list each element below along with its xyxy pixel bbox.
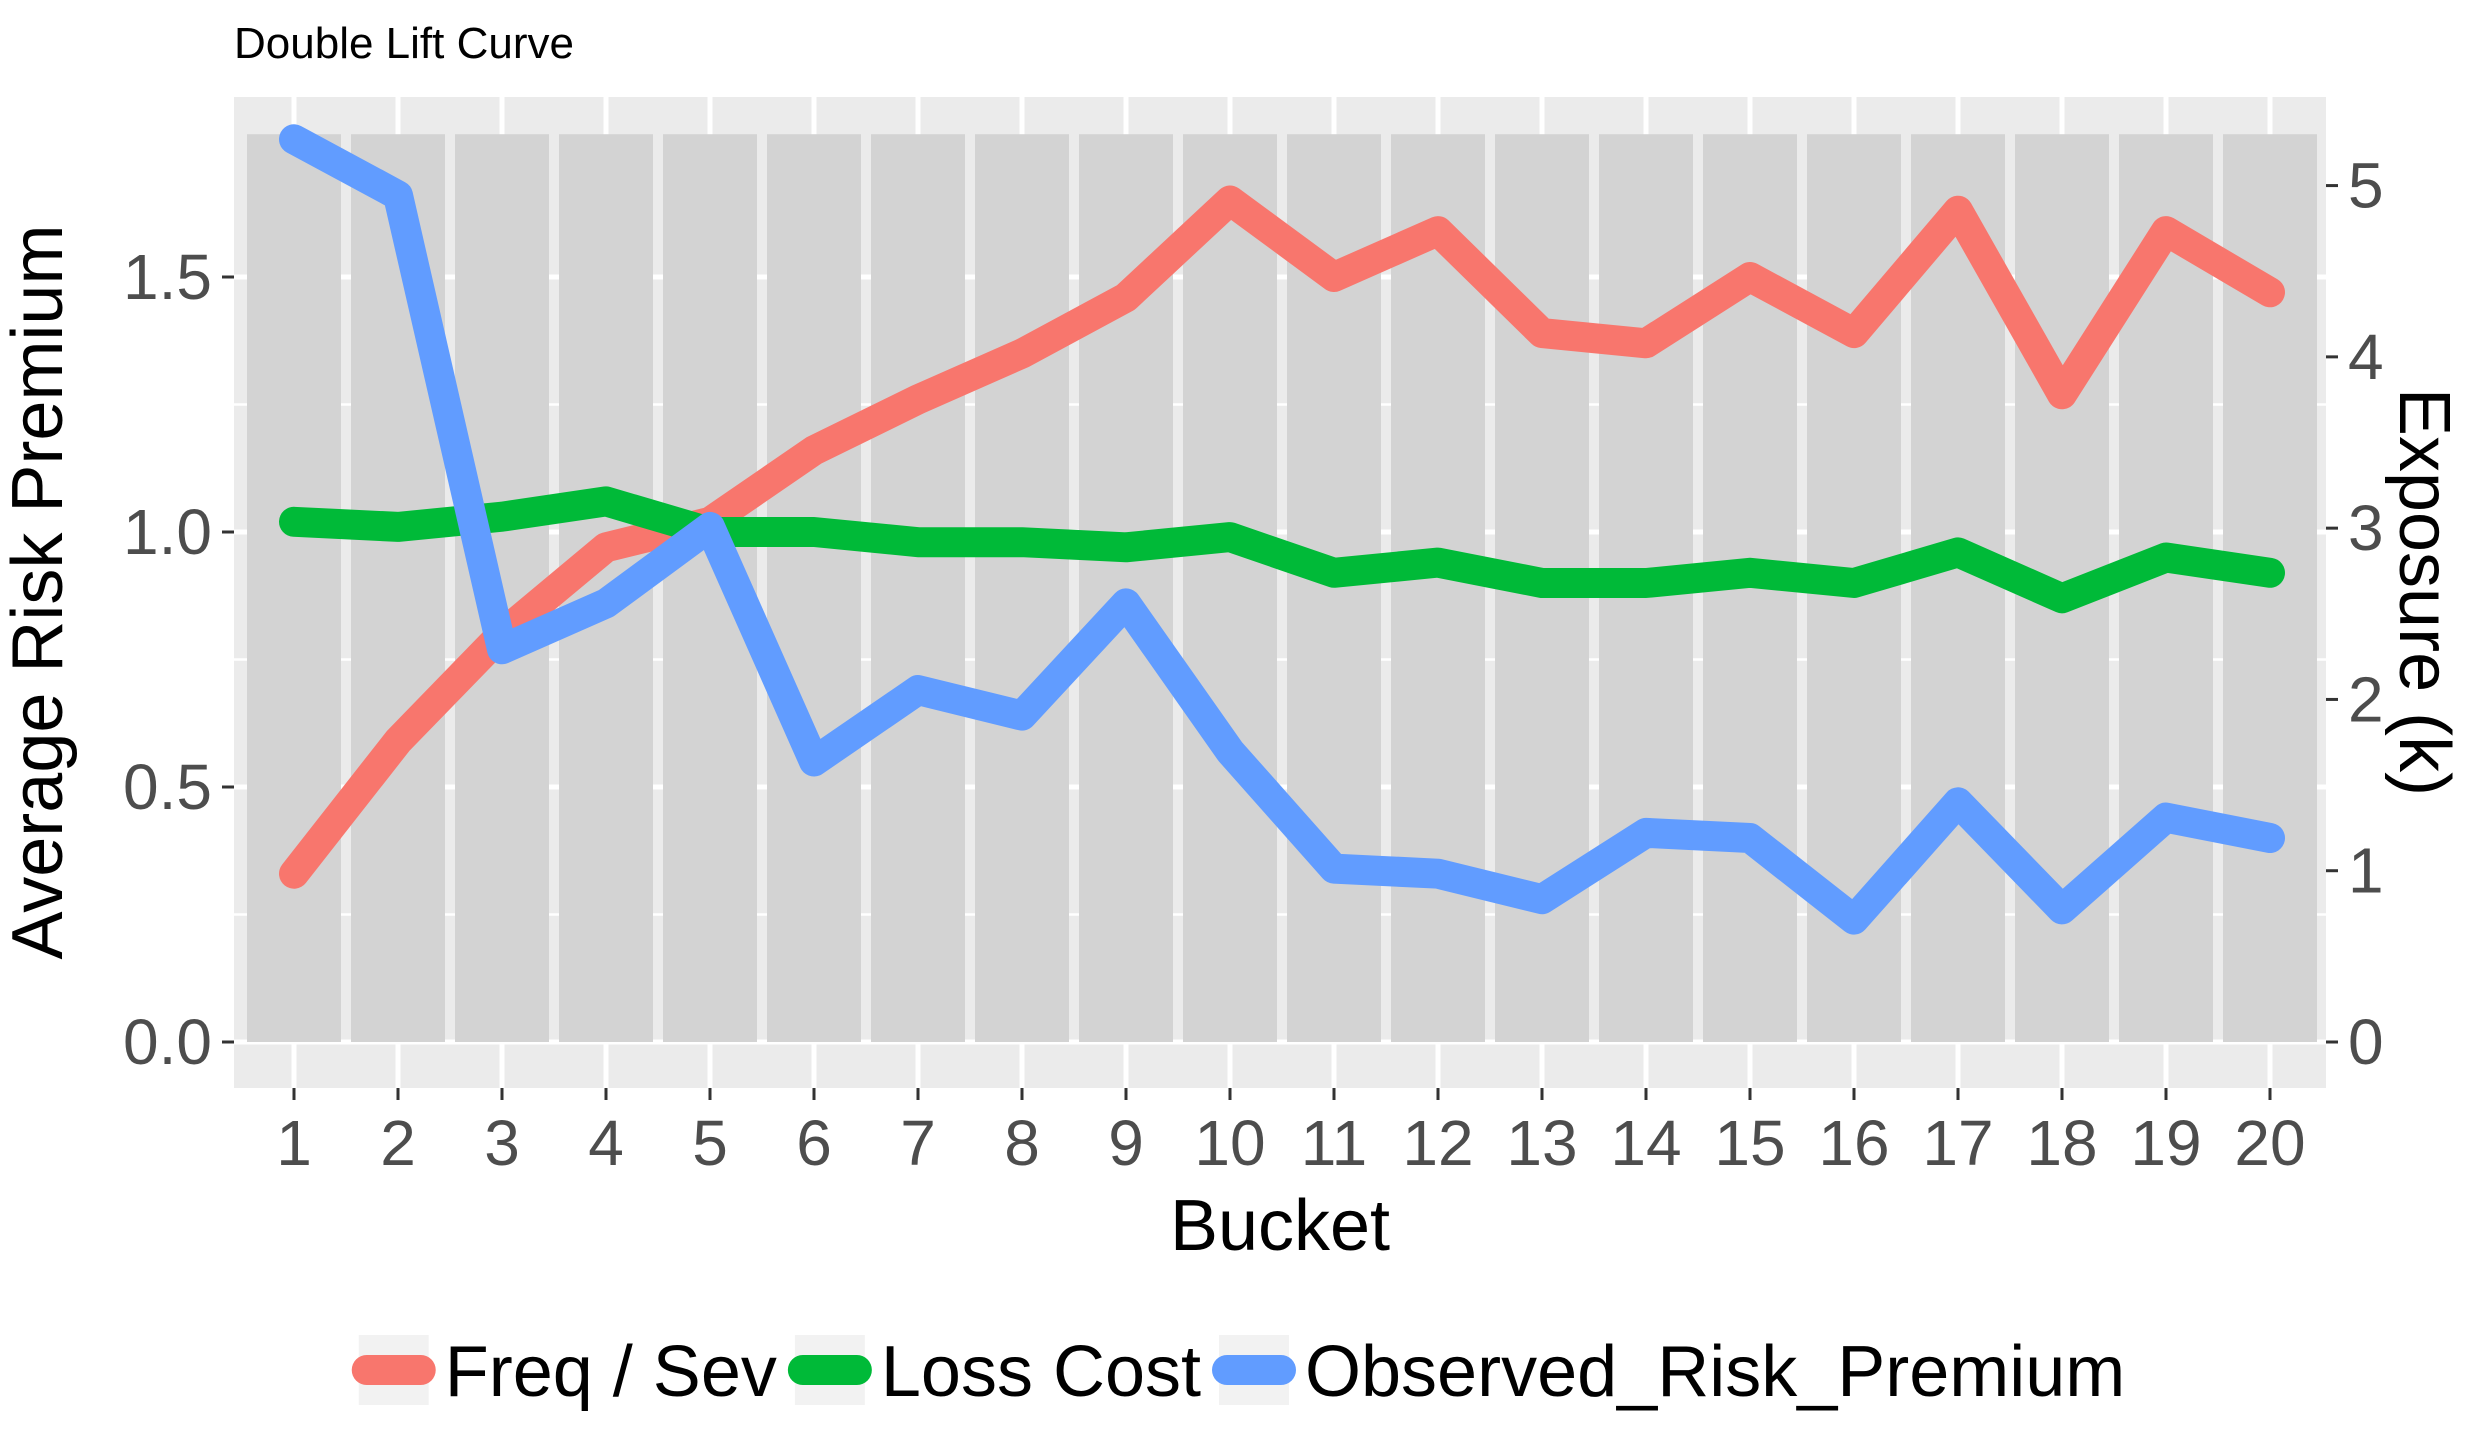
exposure-bar (1183, 134, 1277, 1042)
y-tick-label: 1.5 (123, 241, 212, 313)
y-tick-label: 1.0 (123, 496, 212, 568)
x-tick-label: 18 (2026, 1107, 2097, 1179)
x-tick-label: 5 (692, 1107, 728, 1179)
exposure-bar (871, 134, 965, 1042)
y2-axis-title: Exposure (k) (2384, 388, 2464, 796)
x-tick-label: 16 (1818, 1107, 1889, 1179)
y-axis-title: Average Risk Premium (0, 225, 78, 960)
x-tick-label: 8 (1004, 1107, 1040, 1179)
series-line (279, 185, 2285, 889)
x-tick-label: 14 (1610, 1107, 1681, 1179)
x-tick-label: 1 (276, 1107, 312, 1179)
x-tick-label: 9 (1108, 1107, 1144, 1179)
x-tick-label: 4 (588, 1107, 624, 1179)
y2-tick-label: 1 (2348, 835, 2384, 907)
y2-tick-label: 0 (2348, 1006, 2384, 1078)
x-tick-label: 10 (1194, 1107, 1265, 1179)
legend-label: Loss Cost (881, 1332, 1201, 1412)
y-tick-label: 0.5 (123, 751, 212, 823)
x-tick-label: 3 (484, 1107, 520, 1179)
y2-tick-label: 2 (2348, 663, 2384, 735)
y2-tick-label: 5 (2348, 150, 2384, 222)
x-tick-label: 19 (2130, 1107, 2201, 1179)
x-tick-label: 13 (1506, 1107, 1577, 1179)
exposure-bar (975, 134, 1069, 1042)
series-lines (279, 124, 2285, 935)
x-tick-label: 2 (380, 1107, 416, 1179)
exposure-bar (351, 134, 445, 1042)
series-line (279, 486, 2285, 614)
x-tick-label: 7 (900, 1107, 936, 1179)
x-tick-label: 20 (2234, 1107, 2305, 1179)
exposure-bar (247, 134, 341, 1042)
x-tick-label: 15 (1714, 1107, 1785, 1179)
legend-label: Freq / Sev (445, 1332, 777, 1412)
x-axis-title: Bucket (1170, 1186, 1390, 1266)
legend-label: Observed_Risk_Premium (1305, 1332, 2125, 1412)
y2-tick-label: 3 (2348, 492, 2384, 564)
x-tick-label: 11 (1301, 1107, 1367, 1179)
x-tick-label: 12 (1402, 1107, 1473, 1179)
exposure-bar (767, 134, 861, 1042)
legend: Freq / Sev Loss Cost Observed_Risk_Premium (351, 1332, 2125, 1412)
series-line (279, 124, 2285, 935)
x-tick-label: 17 (1922, 1107, 1993, 1179)
y-tick-label: 0.0 (123, 1006, 212, 1078)
chart-title: Double Lift Curve (234, 19, 574, 68)
y2-tick-label: 4 (2348, 321, 2384, 393)
x-tick-label: 6 (796, 1107, 832, 1179)
